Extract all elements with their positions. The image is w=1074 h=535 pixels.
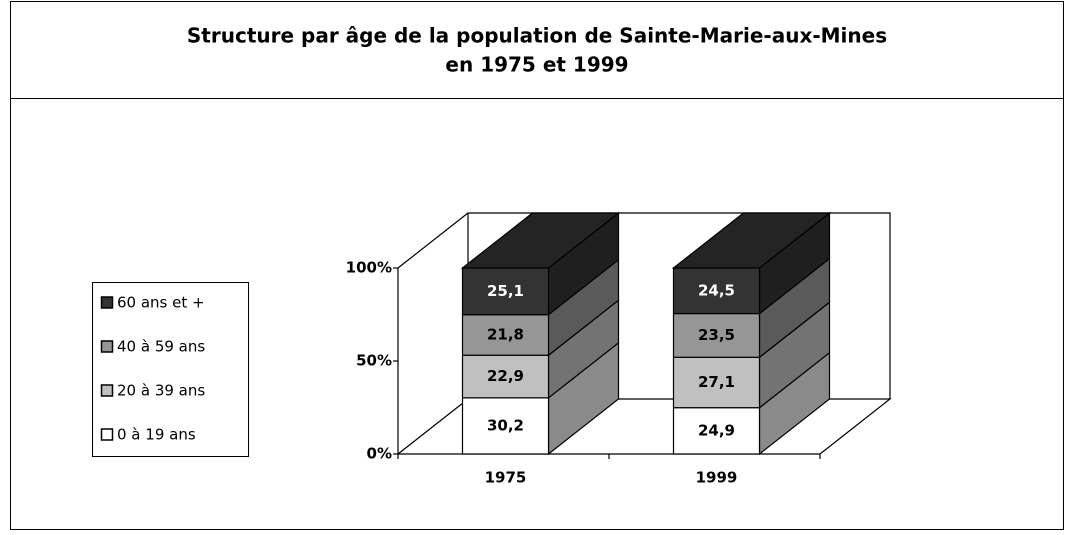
legend-label: 20 à 39 ans	[117, 382, 205, 400]
x-tick-label: 1999	[696, 469, 738, 487]
value-label: 24,5	[698, 281, 735, 299]
legend-label: 60 ans et +	[117, 294, 205, 312]
x-tick-label: 1975	[485, 469, 527, 487]
value-label: 25,1	[487, 282, 524, 300]
bar	[461, 397, 550, 455]
bar	[461, 314, 550, 356]
value-label: 21,8	[487, 325, 524, 343]
bar	[672, 407, 761, 455]
y-tick-label: 100%	[346, 259, 392, 277]
legend-swatch	[100, 296, 114, 309]
legend-label: 0 à 19 ans	[117, 426, 196, 444]
legend-swatch	[100, 384, 114, 397]
chart-title: Structure par âge de la population de Sa…	[187, 24, 887, 48]
legend-swatch	[100, 340, 114, 353]
legend-swatch	[100, 428, 114, 441]
y-tick-label: 0%	[367, 445, 392, 463]
legend-box	[92, 282, 249, 457]
bar	[672, 267, 761, 315]
value-label: 24,9	[698, 421, 735, 439]
legend-label: 40 à 59 ans	[117, 338, 205, 356]
value-label: 30,2	[487, 416, 524, 434]
y-tick-label: 50%	[356, 352, 392, 370]
bar	[461, 354, 550, 399]
chart-title: en 1975 et 1999	[445, 53, 628, 77]
value-label: 22,9	[487, 367, 524, 385]
value-label: 23,5	[698, 326, 735, 344]
value-label: 27,1	[698, 373, 735, 391]
bar	[672, 312, 761, 358]
back-wall	[397, 212, 891, 399]
bar	[461, 267, 550, 316]
